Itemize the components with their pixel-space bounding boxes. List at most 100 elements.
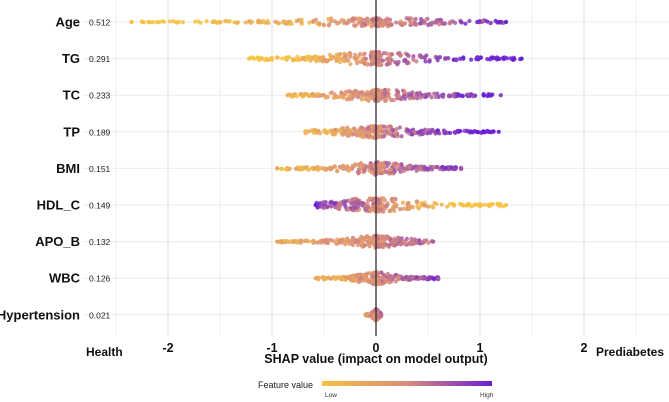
shap-point — [418, 21, 423, 26]
shap-point — [426, 167, 431, 172]
shap-point — [329, 56, 334, 61]
shap-point — [512, 57, 517, 62]
shap-point — [418, 276, 423, 281]
shap-point — [369, 50, 374, 55]
shap-point — [398, 169, 403, 175]
shap-point — [285, 238, 290, 244]
shap-point — [289, 94, 295, 99]
shap-point — [340, 277, 345, 282]
shap-point — [359, 240, 364, 245]
shap-point — [378, 161, 384, 166]
shap-point — [388, 167, 393, 172]
shap-point — [415, 199, 420, 204]
shap-point — [407, 165, 412, 170]
shap-point — [410, 242, 415, 247]
shap-point — [346, 96, 351, 101]
shap-point — [422, 165, 427, 170]
shap-point — [362, 206, 368, 211]
shap-point — [427, 59, 432, 64]
shap-point — [287, 166, 292, 171]
shap-point — [362, 22, 368, 27]
shap-point — [243, 20, 248, 25]
feature-label-tc: TC — [63, 88, 81, 103]
shap-point — [323, 95, 328, 100]
shap-point — [369, 58, 375, 63]
shap-point — [311, 238, 316, 243]
shap-point — [450, 201, 455, 206]
shap-point — [451, 92, 456, 97]
shap-point — [364, 97, 369, 102]
shap-point — [467, 201, 472, 207]
feature-label-age: Age — [55, 15, 80, 30]
feature-mean-tp: 0.189 — [89, 127, 111, 137]
shap-point — [353, 277, 358, 282]
shap-point-max — [379, 312, 384, 317]
shap-point-max — [496, 129, 501, 134]
shap-point — [429, 204, 434, 209]
shap-point — [413, 164, 418, 169]
shap-point — [291, 239, 296, 244]
shap-point — [330, 238, 335, 243]
shap-point — [357, 19, 362, 24]
shap-point — [417, 238, 422, 243]
shap-point — [384, 203, 389, 209]
x-tick-label: 2 — [581, 341, 588, 355]
feature-mean-bmi: 0.151 — [89, 164, 111, 174]
shap-point — [392, 236, 397, 241]
shap-point — [432, 200, 437, 206]
shap-point-min — [303, 129, 308, 134]
shap-point — [379, 244, 384, 249]
shap-point — [368, 169, 374, 174]
shap-point — [453, 57, 459, 62]
shap-point — [328, 200, 333, 205]
shap-point — [470, 130, 475, 135]
shap-point — [326, 275, 331, 280]
shap-point — [370, 17, 375, 22]
shap-point — [462, 128, 467, 133]
shap-point — [285, 55, 291, 60]
shap-point — [353, 56, 358, 61]
shap-point — [390, 52, 395, 57]
shap-point — [358, 275, 364, 280]
shap-point — [340, 132, 345, 137]
shap-point-max — [436, 276, 441, 281]
shap-point — [425, 16, 430, 21]
shap-point — [463, 21, 468, 26]
shap-point — [275, 20, 280, 25]
shap-point-max — [431, 239, 436, 244]
shap-point — [352, 126, 357, 132]
shap-point — [327, 52, 332, 58]
feature-mean-hypertension: 0.021 — [89, 310, 111, 320]
shap-point — [404, 236, 409, 241]
shap-point — [440, 94, 446, 99]
shap-point — [399, 162, 404, 167]
feature-mean-apo_b: 0.132 — [89, 237, 111, 247]
shap-point — [417, 53, 422, 59]
shap-point — [289, 21, 294, 27]
feature-mean-hdl_c: 0.149 — [89, 201, 111, 211]
shap-point — [355, 61, 360, 66]
shap-point-min — [247, 56, 252, 61]
shap-point — [331, 95, 336, 100]
shap-point-min — [129, 19, 134, 25]
legend-high-label: High — [480, 392, 494, 399]
shap-point — [306, 56, 311, 61]
shap-point — [331, 132, 337, 137]
shap-point — [357, 90, 363, 95]
shap-point — [426, 204, 431, 209]
x-tick-label: -1 — [266, 341, 277, 355]
shap-point — [381, 124, 387, 129]
shap-point — [398, 207, 403, 212]
shap-point — [321, 59, 326, 64]
shap-point — [360, 165, 366, 170]
shap-point — [359, 23, 364, 29]
shap-point — [414, 22, 419, 27]
shap-point — [348, 62, 353, 67]
shap-point — [392, 168, 397, 173]
shap-point — [457, 92, 462, 98]
shap-point — [345, 164, 350, 169]
x-tick-label: -2 — [162, 341, 173, 355]
shap-point — [355, 16, 360, 21]
shap-point — [167, 19, 173, 24]
x-axis-title: SHAP value (impact on model output) — [264, 352, 487, 366]
